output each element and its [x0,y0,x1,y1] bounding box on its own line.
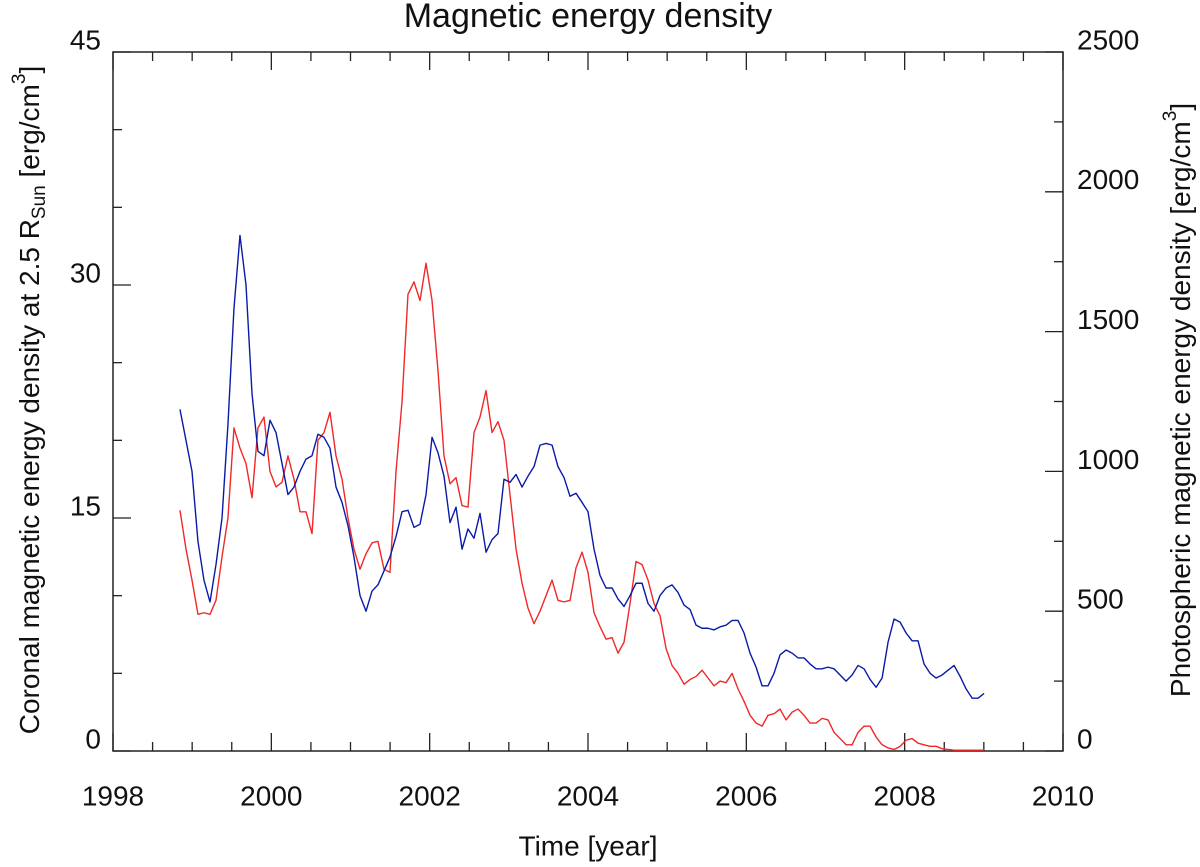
y-label-sup: 3 [9,74,30,85]
y-label-sub: Sun [29,185,50,219]
y2-tick-label: 2500 [1077,24,1139,55]
x-tick-label: 2000 [240,780,302,811]
y-label-part: [erg/cm [14,84,45,185]
y-tick-label: 0 [85,723,101,754]
y-tick-label: 15 [70,490,101,521]
y2-axis-label: Photospheric magnetic energy density [er… [1160,103,1196,697]
y-tick-label: 30 [70,257,101,288]
x-tick-label: 1998 [82,780,144,811]
plot-frame [112,51,1064,752]
y-label-part: Coronal magnetic energy density at 2.5 R [14,219,45,734]
y2-tick-label: 1000 [1077,444,1139,475]
x-tick-label: 2008 [874,780,936,811]
x-tick-label: 2006 [715,780,777,811]
x-axis-label: Time [year] [519,830,658,861]
y2-tick-label: 1500 [1077,304,1139,335]
x-tick-label: 2004 [557,780,619,811]
y2-tick-label: 500 [1077,584,1124,615]
series-line [179,262,985,751]
series-line [179,234,985,699]
chart-title: Magnetic energy density [404,0,773,35]
y-label-part: ] [14,66,45,74]
y2-label-part: ] [1165,103,1196,111]
y-tick-label: 45 [70,24,101,55]
y2-tick-label: 0 [1077,723,1093,754]
y2-tick-label: 2000 [1077,164,1139,195]
y2-label-sup: 3 [1160,111,1181,122]
x-tick-label: 2010 [1032,780,1094,811]
x-tick-label: 2002 [399,780,461,811]
y-axis-label: Coronal magnetic energy density at 2.5 R… [9,66,50,734]
y2-label-part: Photospheric magnetic energy density [er… [1165,121,1196,697]
